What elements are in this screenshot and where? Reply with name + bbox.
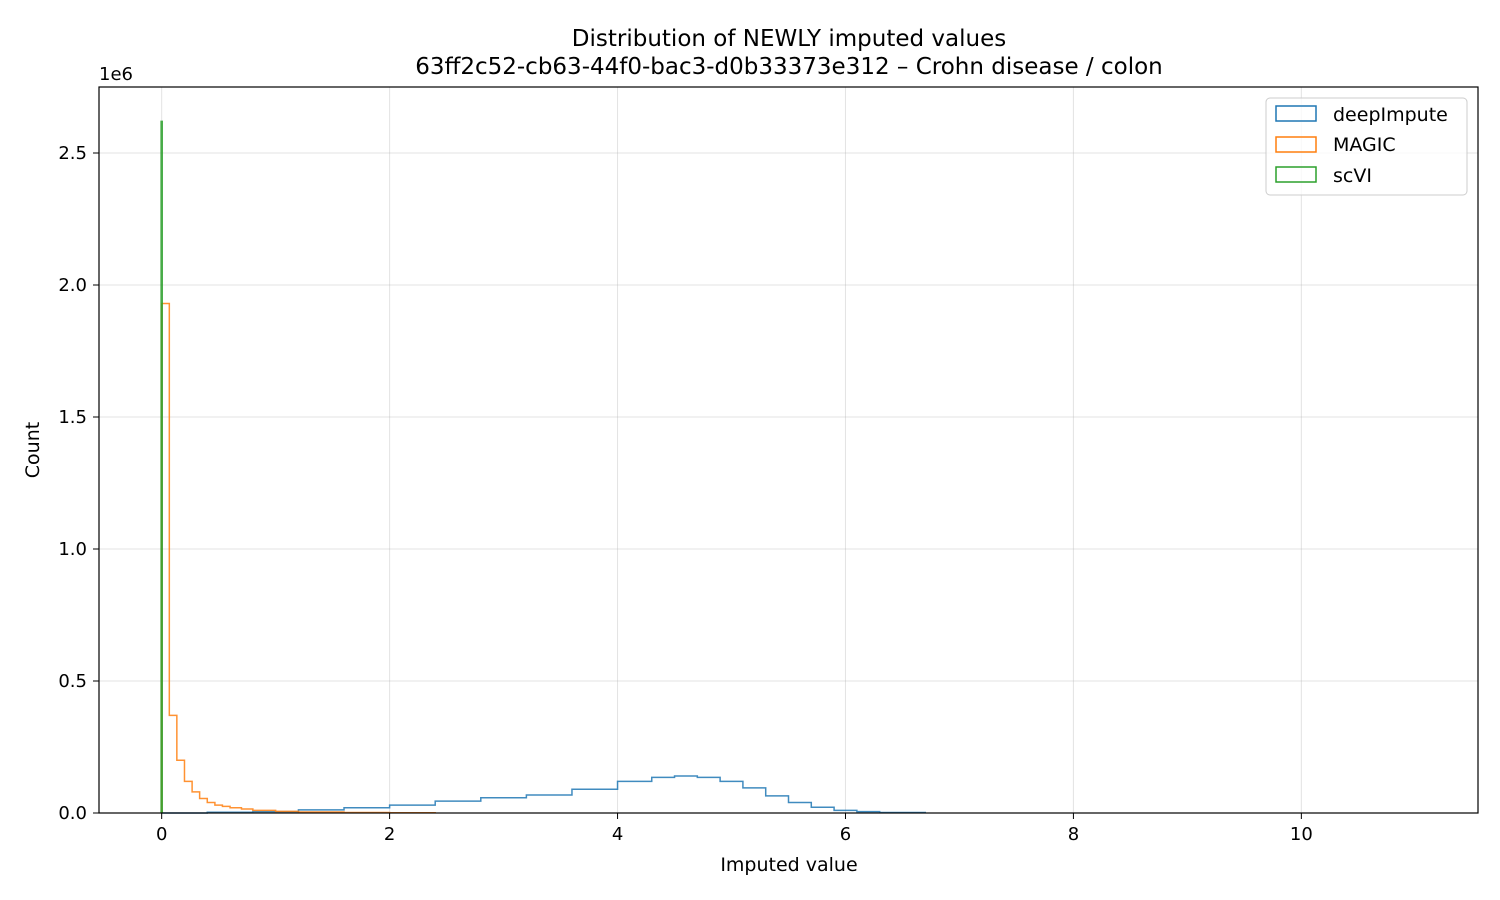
plot-frame <box>98 86 1479 814</box>
x-tick-label: 2 <box>384 824 395 845</box>
x-axis-title: Imputed value <box>720 854 857 876</box>
x-tick-label: 0 <box>156 824 167 845</box>
y-tick-label: 1.0 <box>58 539 87 560</box>
series-layer <box>160 120 927 814</box>
series-scvi-histogram <box>160 120 163 813</box>
legend-swatch-magic <box>1275 136 1317 153</box>
y-tick-label: 2.5 <box>58 143 87 164</box>
legend-label-scvi: scVI <box>1333 165 1372 187</box>
legend-label-deepimpute: deepImpute <box>1333 104 1448 126</box>
y-tick-label: 0.0 <box>58 803 87 824</box>
y-axis-title: Count <box>22 422 44 478</box>
x-tick-label: 10 <box>1290 824 1313 845</box>
axis-ticks: 0 2 4 6 8 10 0.0 0.5 1.0 1.5 2.0 2.5 <box>58 143 1312 845</box>
chart-title: Distribution of NEWLY imputed values <box>572 26 1006 52</box>
x-tick-label: 6 <box>840 824 851 845</box>
x-tick-label: 8 <box>1068 824 1079 845</box>
x-tick-label: 4 <box>612 824 623 845</box>
y-tick-label: 2.0 <box>58 275 87 296</box>
y-tick-label: 1.5 <box>58 407 87 428</box>
chart-subtitle: 63ff2c52-cb63-44f0-bac3-d0b33373e312 – C… <box>415 54 1163 80</box>
y-multiplier-label: 1e6 <box>99 64 133 85</box>
legend-swatch-deepimpute <box>1275 105 1317 122</box>
y-tick-label: 0.5 <box>58 671 87 692</box>
legend-label-magic: MAGIC <box>1333 134 1396 156</box>
series-deepimpute-histogram <box>161 775 927 814</box>
series-magic-histogram <box>160 302 436 814</box>
legend-swatch-scvi <box>1275 166 1317 183</box>
legend: deepImpute MAGIC scVI <box>1265 97 1468 196</box>
